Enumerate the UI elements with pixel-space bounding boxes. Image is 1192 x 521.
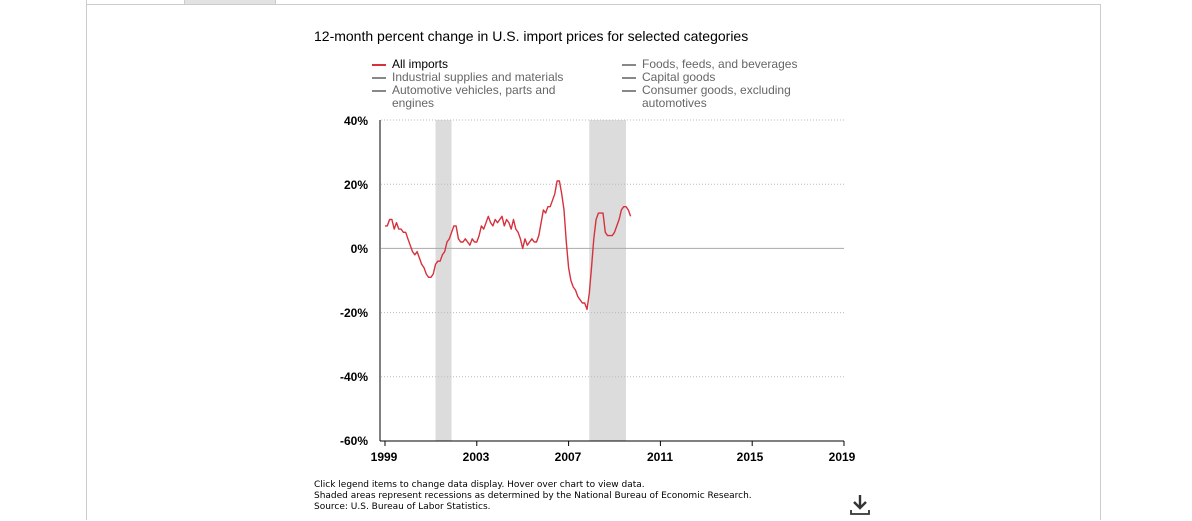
recession-band (435, 120, 452, 441)
legend-item-foods[interactable]: Foods, feeds, and beverages (622, 58, 842, 71)
legend-item-consumer[interactable]: Consumer goods, excluding automotives (622, 84, 822, 110)
gridlines (381, 119, 844, 378)
legend-swatch-automotive (372, 90, 386, 92)
x-tick-marks (384, 441, 845, 446)
y-tick-label: -20% (339, 306, 368, 320)
panel-border-right (1100, 4, 1101, 520)
legend-swatch-capital (622, 77, 636, 79)
legend-label: All imports (392, 57, 449, 71)
recession-band (589, 120, 626, 441)
x-tick-label: 2011 (646, 450, 674, 464)
panel-border-top (86, 4, 1101, 5)
legend-label: Consumer goods, excluding automotives (642, 83, 791, 110)
y-tick-label: 40% (343, 114, 368, 128)
x-tick-label: 2003 (462, 450, 490, 464)
chart-note-source: Source: U.S. Bureau of Labor Statistics. (314, 502, 491, 512)
download-icon-glyph (850, 495, 870, 515)
x-tick-label: 2019 (828, 450, 856, 464)
x-tick-label: 2007 (554, 450, 582, 464)
legend-item-industrial[interactable]: Industrial supplies and materials (372, 71, 592, 84)
legend-swatch-consumer (622, 90, 636, 92)
panel-tab[interactable] (184, 0, 276, 5)
legend-label: Foods, feeds, and beverages (642, 57, 798, 71)
x-tick-label: 1999 (370, 450, 398, 464)
y-tick-label: -60% (339, 434, 368, 448)
legend-swatch-industrial (372, 77, 386, 79)
legend-swatch-foods (622, 64, 636, 66)
y-tick-label: 0% (350, 242, 368, 256)
download-icon[interactable] (848, 494, 872, 516)
series-line-all-imports[interactable] (385, 180, 632, 311)
legend-label: Industrial supplies and materials (392, 70, 564, 84)
legend-item-automotive[interactable]: Automotive vehicles, parts and engines (372, 84, 572, 110)
chart-note-recessions: Shaded areas represent recessions as det… (314, 491, 752, 501)
recession-shading (435, 120, 626, 441)
series-layer (385, 180, 632, 311)
legend-label: Automotive vehicles, parts and engines (392, 83, 556, 110)
chart-title: 12-month percent change in U.S. import p… (314, 28, 749, 44)
legend-item-capital[interactable]: Capital goods (622, 71, 842, 84)
legend-label: Capital goods (642, 70, 716, 84)
legend-item-all-imports[interactable]: All imports (372, 58, 592, 71)
y-tick-label: -40% (339, 370, 368, 384)
panel-border-left (86, 0, 87, 520)
x-tick-label: 2015 (736, 450, 764, 464)
y-tick-label: 20% (343, 178, 368, 192)
chart-note-instructions: Click legend items to change data displa… (314, 480, 645, 490)
legend-swatch-all-imports (372, 64, 386, 66)
